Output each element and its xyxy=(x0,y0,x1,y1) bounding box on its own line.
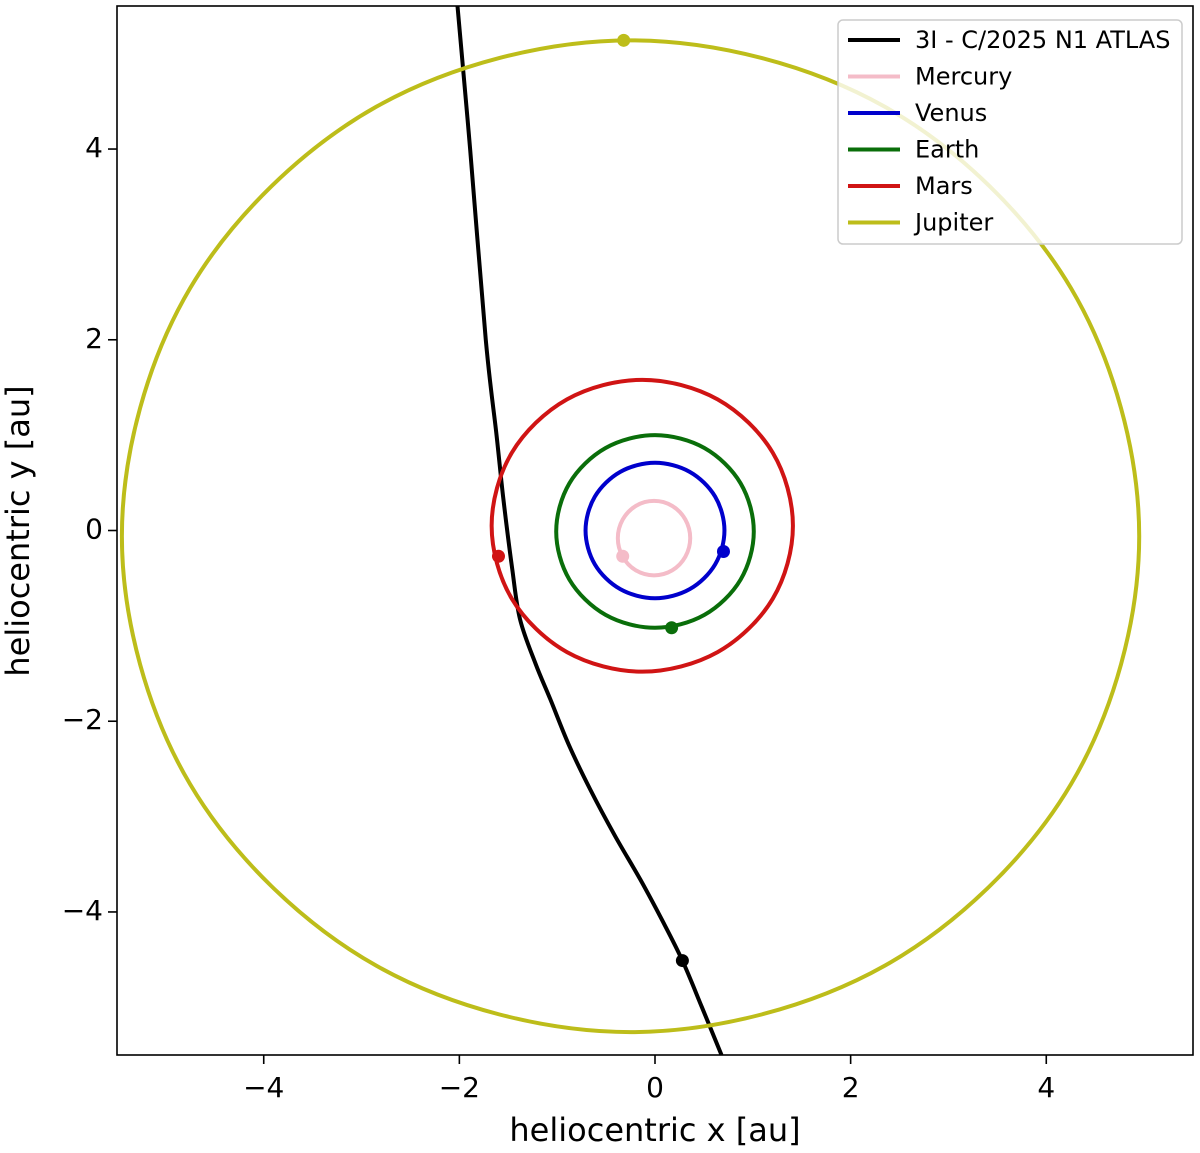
y-tick-label: −4 xyxy=(62,894,103,927)
position-marker xyxy=(665,621,679,635)
plot-area xyxy=(119,6,1142,1055)
legend-label: Mercury xyxy=(915,63,1012,91)
x-tick-label: −4 xyxy=(243,1071,284,1104)
orbit-line xyxy=(489,377,795,674)
orbit-line xyxy=(615,498,693,578)
y-tick-label: 2 xyxy=(85,322,103,355)
legend-label: Mars xyxy=(915,172,973,200)
y-tick-label: 0 xyxy=(85,513,103,546)
position-marker xyxy=(617,33,631,47)
x-tick-label: 2 xyxy=(842,1071,860,1104)
y-axis-label: heliocentric y [au] xyxy=(0,385,37,676)
orbit-line xyxy=(455,6,724,1055)
x-tick-label: 4 xyxy=(1037,1071,1055,1104)
legend-label: Earth xyxy=(915,136,979,164)
position-marker xyxy=(491,549,505,563)
legend-label: Venus xyxy=(915,99,987,127)
legend-label: 3I - C/2025 N1 ATLAS xyxy=(915,26,1170,54)
orbit-line xyxy=(554,433,756,630)
position-marker xyxy=(616,549,630,563)
x-tick-label: −2 xyxy=(439,1071,480,1104)
legend-box xyxy=(837,19,1183,245)
orbit-line xyxy=(583,460,727,601)
x-tick-label: 0 xyxy=(646,1071,664,1104)
y-tick-label: −2 xyxy=(62,703,103,736)
y-tick-label: 4 xyxy=(85,131,103,164)
position-marker xyxy=(716,544,730,558)
legend-label: Jupiter xyxy=(913,209,993,237)
x-axis-label: heliocentric x [au] xyxy=(509,1111,800,1149)
position-marker xyxy=(675,954,689,968)
legend: 3I - C/2025 N1 ATLAS Mercury Venus Earth Mar… xyxy=(837,19,1183,245)
